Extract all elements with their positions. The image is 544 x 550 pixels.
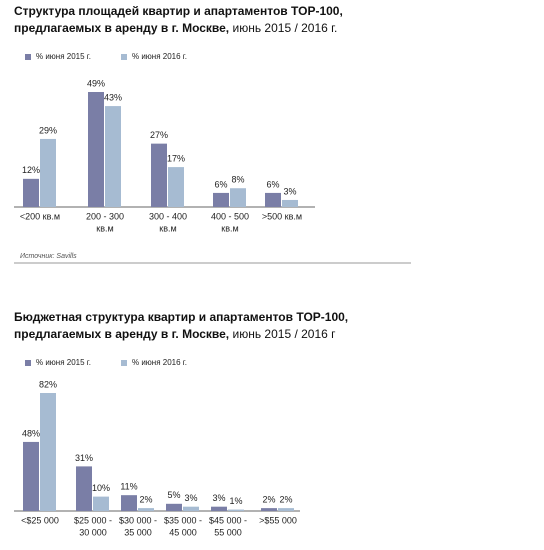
bar	[23, 441, 39, 511]
source: Источник: Savills	[20, 253, 77, 260]
x-tick-label: 35 000	[124, 527, 152, 537]
value-label: 2%	[139, 494, 152, 504]
x-tick-label: 300 - 400	[149, 211, 187, 221]
value-label: 10%	[92, 483, 110, 493]
value-label: 6%	[266, 179, 279, 189]
bar	[76, 466, 92, 511]
chart-title: Бюджетная структура квартир и апартамент…	[14, 310, 348, 324]
chart-title: предлагаемых в аренду в г. Москве, июнь …	[14, 327, 336, 341]
bar	[23, 178, 39, 207]
bar	[278, 508, 294, 511]
title-line: предлагаемых в аренду в г. Москве,	[14, 21, 229, 35]
bar	[228, 509, 244, 511]
title-line: Структура площадей квартир и апартаменто…	[14, 4, 343, 18]
value-label: 3%	[212, 493, 225, 503]
bar	[211, 506, 227, 511]
legend-label: % июня 2016 г.	[132, 358, 187, 367]
x-tick-label: 200 - 300	[86, 211, 124, 221]
x-tick-label: кв.м	[159, 223, 176, 233]
value-label: 2%	[262, 494, 275, 504]
subtitle: июнь 2015 / 2016 г	[233, 327, 337, 341]
chart-title: предлагаемых в аренду в г. Москве, июнь …	[14, 21, 337, 35]
bar	[138, 508, 154, 511]
value-label: 29%	[39, 125, 57, 135]
value-label: 5%	[167, 490, 180, 500]
bar	[282, 199, 298, 207]
value-label: 31%	[75, 453, 93, 463]
bar	[93, 496, 109, 511]
x-tick-label: 45 000	[169, 527, 197, 537]
legend-label: % июня 2016 г.	[132, 52, 187, 61]
value-label: 43%	[104, 92, 122, 102]
value-label: 1%	[229, 496, 242, 506]
subtitle: июнь 2015 / 2016 г.	[233, 21, 338, 35]
value-label: 3%	[184, 493, 197, 503]
value-label: 48%	[22, 428, 40, 438]
bar	[40, 138, 56, 207]
x-tick-label: <$25 000	[21, 515, 59, 525]
x-tick-label: 400 - 500	[211, 211, 249, 221]
x-tick-label: >$55 000	[259, 515, 297, 525]
value-label: 82%	[39, 379, 57, 389]
legend-swatch	[25, 360, 31, 366]
value-label: 8%	[231, 175, 244, 185]
x-tick-label: >500 кв.м	[262, 211, 302, 221]
bar	[105, 106, 121, 207]
bar	[183, 506, 199, 511]
x-tick-label: кв.м	[221, 223, 238, 233]
bar	[213, 192, 229, 207]
legend-swatch	[25, 54, 31, 60]
legend-label: % июня 2015 г.	[36, 358, 91, 367]
x-tick-label: $45 000 -	[209, 515, 247, 525]
bar	[166, 503, 182, 511]
value-label: 6%	[214, 179, 227, 189]
title-line: предлагаемых в аренду в г. Москве,	[14, 327, 229, 341]
bar	[40, 393, 56, 511]
legend-label: % июня 2015 г.	[36, 52, 91, 61]
value-label: 49%	[87, 78, 105, 88]
title-line: Бюджетная структура квартир и апартамент…	[14, 310, 348, 324]
x-tick-label: кв.м	[96, 223, 113, 233]
bar	[121, 495, 137, 511]
value-label: 17%	[167, 153, 185, 163]
value-label: 3%	[283, 186, 296, 196]
x-tick-label: 30 000	[79, 527, 107, 537]
bar	[88, 92, 104, 207]
bar	[230, 188, 246, 207]
value-label: 11%	[120, 482, 137, 492]
value-label: 2%	[279, 494, 292, 504]
x-tick-label: <200 кв.м	[20, 211, 60, 221]
bar	[261, 508, 277, 511]
bar	[151, 143, 167, 207]
legend-swatch	[121, 360, 127, 366]
chart-title: Структура площадей квартир и апартаменто…	[14, 4, 343, 18]
value-label: 27%	[150, 130, 168, 140]
value-label: 12%	[22, 165, 40, 175]
legend-swatch	[121, 54, 127, 60]
bar	[168, 167, 184, 207]
x-tick-label: $30 000 -	[119, 515, 157, 525]
x-tick-label: $35 000 -	[164, 515, 202, 525]
bar	[265, 192, 281, 207]
x-tick-label: $25 000 -	[74, 515, 112, 525]
x-tick-label: 55 000	[214, 527, 242, 537]
